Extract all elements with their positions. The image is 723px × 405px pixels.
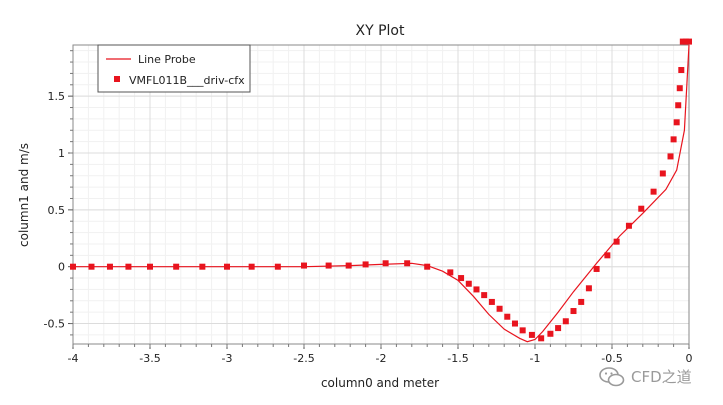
data-point-marker <box>382 260 389 267</box>
data-point-marker <box>199 263 206 270</box>
data-point-marker <box>562 318 569 325</box>
data-point-marker <box>404 260 411 267</box>
x-tick-label: -0.5 <box>601 352 622 365</box>
data-point-marker <box>659 170 666 177</box>
data-point-marker <box>578 298 585 305</box>
data-point-marker <box>106 263 113 270</box>
data-point-marker <box>650 188 657 195</box>
data-point-marker <box>496 305 503 312</box>
legend-label-line-probe: Line Probe <box>138 53 196 66</box>
legend-box <box>97 44 251 93</box>
x-tick-label: -2 <box>376 352 387 365</box>
y-axis-label: column1 and m/s <box>17 143 31 247</box>
data-point-marker <box>519 327 526 334</box>
data-point-marker <box>676 85 683 92</box>
data-point-marker <box>686 38 692 45</box>
y-tick-label: 1 <box>58 147 65 160</box>
data-point-marker <box>528 331 535 338</box>
data-point-marker <box>511 320 518 327</box>
legend: Line Probe VMFL011B___driv-cfx <box>97 44 251 93</box>
legend-label-vmfl: VMFL011B___driv-cfx <box>129 74 245 87</box>
data-point-marker <box>488 298 495 305</box>
data-point-marker <box>465 280 472 287</box>
chart-title: XY Plot <box>356 23 405 39</box>
data-point-marker <box>682 38 689 45</box>
grid <box>72 45 690 344</box>
data-point-marker <box>625 222 632 229</box>
x-tick-label: -3 <box>222 352 233 365</box>
data-point-marker <box>570 308 577 315</box>
data-point-marker <box>473 286 480 293</box>
y-tick-label: 0 <box>58 261 65 274</box>
data-point-marker <box>504 313 511 320</box>
data-point-marker <box>458 275 465 282</box>
x-tick-label: -1 <box>530 352 541 365</box>
x-tick-label: -2.5 <box>293 352 314 365</box>
series-layer <box>70 38 692 343</box>
watermark-text: CFD之道 <box>631 368 692 386</box>
y-tick-label: -0.5 <box>44 318 65 331</box>
data-point-marker <box>447 269 454 276</box>
data-point-marker <box>125 263 132 270</box>
legend-marker-swatch <box>114 76 120 82</box>
data-point-marker <box>673 119 680 126</box>
y-axis: -0.5 0 0.5 1 1.5 <box>44 50 73 336</box>
data-point-marker <box>70 263 76 270</box>
data-point-marker <box>362 261 369 268</box>
data-point-marker <box>638 205 645 212</box>
data-point-marker <box>147 263 153 270</box>
data-point-marker <box>675 102 682 109</box>
data-point-marker <box>555 325 562 332</box>
x-tick-label: -4 <box>68 352 79 365</box>
x-axis: -4 -3.5 -3 -2.5 -2 -1.5 -1 -0.5 0 <box>68 344 693 365</box>
data-point-marker <box>585 285 592 292</box>
data-point-marker <box>678 67 685 74</box>
series-line-probe <box>73 44 690 343</box>
data-point-marker <box>679 38 686 45</box>
data-point-marker <box>481 292 488 299</box>
data-point-marker <box>538 335 545 342</box>
x-tick-label: 0 <box>686 352 693 365</box>
data-point-marker <box>613 238 620 245</box>
data-point-marker <box>301 262 307 269</box>
data-point-marker <box>325 262 332 269</box>
y-tick-label: 1.5 <box>48 90 66 103</box>
data-point-marker <box>173 263 180 270</box>
y-tick-label: 0.5 <box>48 204 66 217</box>
data-point-marker <box>248 263 255 270</box>
data-point-marker <box>345 262 352 269</box>
data-point-marker <box>604 252 611 259</box>
wechat-icon <box>599 366 625 386</box>
watermark: CFD之道 <box>599 366 692 387</box>
x-tick-label: -3.5 <box>139 352 160 365</box>
data-point-marker <box>224 263 230 270</box>
data-point-marker <box>547 330 554 337</box>
x-axis-label: column0 and meter <box>321 376 439 390</box>
data-point-marker <box>88 263 95 270</box>
data-point-marker <box>274 263 281 270</box>
data-point-marker <box>593 265 600 272</box>
data-point-marker <box>670 136 677 143</box>
x-tick-label: -1.5 <box>447 352 468 365</box>
data-point-marker <box>424 263 431 270</box>
data-point-marker <box>667 153 674 160</box>
